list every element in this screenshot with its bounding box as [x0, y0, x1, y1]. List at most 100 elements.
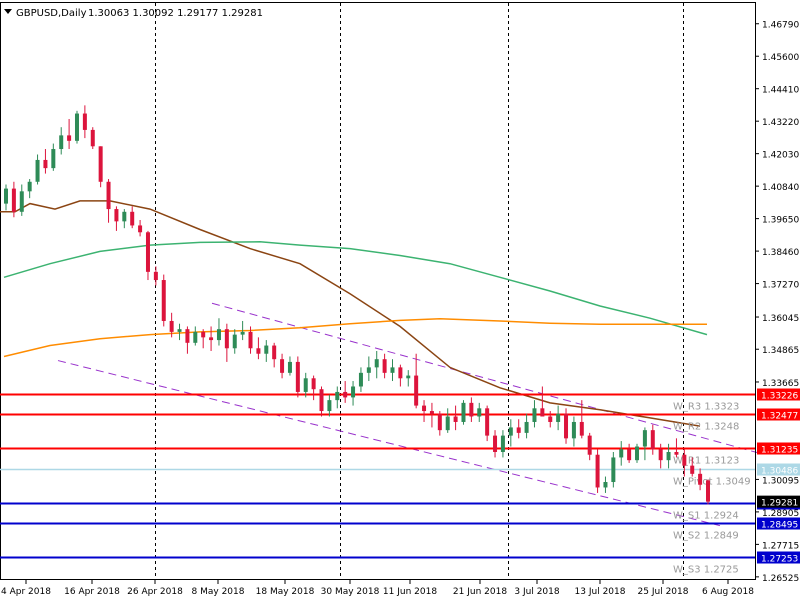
bull-candle — [351, 386, 356, 398]
level-price-badge-text: 1.28495 — [761, 521, 798, 531]
bull-candle — [611, 457, 616, 483]
bull-candle — [571, 421, 576, 439]
time-tick-label: 3 Jul 2018 — [514, 587, 559, 597]
pivot-levels: W_R3 1.3323 1.33226 W_R2 1.3248 1.32477 W_R1… — [0, 388, 800, 576]
bear-candle — [90, 129, 95, 147]
bear-candle — [627, 449, 632, 461]
level-price-badge-text: 1.31235 — [761, 446, 798, 456]
price-tick-label: 1.33665 — [762, 379, 799, 389]
price-tick-label: 1.39650 — [762, 216, 799, 226]
bear-candle — [595, 454, 600, 488]
bull-candle — [240, 331, 245, 335]
bull-candle — [524, 421, 529, 433]
bear-candle — [564, 413, 569, 439]
bull-candle — [287, 361, 292, 373]
period-separators — [0, 2, 756, 580]
bull-candle — [193, 331, 198, 343]
level-price-badge — [757, 408, 800, 421]
bull-candle — [374, 359, 379, 368]
level-label-w_s3: W_S3 1.2725 — [673, 565, 739, 576]
level-price-badge — [757, 442, 800, 455]
bear-candle — [398, 367, 403, 379]
level-label-w_r3: W_R3 1.3323 — [673, 402, 739, 413]
bear-candle — [579, 421, 584, 436]
level-price-badge-text: 1.27253 — [761, 555, 798, 565]
bull-candle — [406, 375, 411, 379]
level-price-badge — [757, 551, 800, 564]
level-price-badge-text: 1.33226 — [761, 392, 798, 402]
bull-candle — [666, 451, 671, 461]
moving-average-line — [0, 200, 701, 427]
bear-candle — [280, 359, 285, 373]
bull-candle — [232, 334, 237, 349]
bear-candle — [67, 135, 72, 141]
time-tick-label: 6 Aug 2018 — [702, 587, 754, 597]
bull-candle — [461, 402, 466, 422]
level-label-w_s2: W_S2 1.2849 — [673, 531, 739, 542]
bull-candle — [177, 329, 182, 332]
bear-candle — [185, 329, 190, 343]
bear-candle — [11, 188, 16, 212]
time-tick-label: 16 Apr 2018 — [64, 587, 120, 597]
bear-candle — [161, 280, 166, 321]
bull-candle — [635, 446, 640, 461]
price-tick-label: 1.38460 — [762, 248, 799, 258]
bear-candle — [138, 225, 143, 233]
bear-candle — [429, 411, 434, 414]
bear-candle — [650, 430, 655, 450]
bear-candle — [706, 480, 710, 502]
price-tick-label: 1.37270 — [762, 281, 799, 291]
bull-candle — [477, 408, 482, 417]
dropdown-triangle-icon[interactable] — [4, 9, 12, 14]
bear-candle — [682, 454, 687, 466]
time-tick-label: 18 May 2018 — [256, 587, 315, 597]
bull-candle — [74, 113, 79, 141]
time-tick-label: 30 May 2018 — [321, 587, 380, 597]
bear-candle — [169, 320, 174, 332]
bear-candle — [658, 449, 663, 461]
moving-average-line — [3, 241, 708, 336]
bull-candle — [59, 135, 64, 150]
bear-candle — [382, 359, 387, 373]
bear-candle — [453, 416, 458, 422]
bear-candle — [469, 402, 474, 417]
bear-candle — [414, 375, 419, 406]
current-price-badge-text: 1.29281 — [761, 499, 798, 509]
level-price-badge — [757, 463, 800, 476]
bull-candle — [642, 430, 647, 447]
bear-candle — [343, 391, 348, 398]
bull-candle — [500, 435, 505, 452]
bull-candle — [556, 413, 561, 422]
price-tick-label: 1.44410 — [762, 86, 799, 96]
bull-candle — [19, 191, 24, 212]
bear-candle — [319, 389, 324, 412]
price-axis: 1.46790 1.45600 1.44410 1.43220 1.42030 1.408… — [755, 3, 800, 584]
bull-candle — [216, 329, 221, 341]
bull-candle — [603, 482, 608, 488]
bear-candle — [587, 435, 592, 455]
bear-candle — [98, 146, 103, 182]
bear-candle — [422, 405, 427, 412]
bear-candle — [130, 211, 135, 226]
level-price-badge — [757, 388, 800, 401]
bull-candle — [303, 378, 308, 392]
bull-candle — [327, 400, 332, 412]
bear-candle — [106, 181, 111, 210]
bull-candle — [358, 372, 363, 387]
bull-candle — [532, 408, 537, 422]
price-tick-label: 1.36045 — [762, 314, 799, 324]
bull-candle — [35, 159, 40, 182]
time-tick-label: 26 Apr 2018 — [127, 587, 183, 597]
bull-candle — [366, 367, 371, 373]
time-tick-label: 25 Jul 2018 — [638, 587, 689, 597]
time-tick-label: 4 Apr 2018 — [1, 587, 51, 597]
price-tick-label: 1.45600 — [762, 53, 799, 63]
bear-candle — [485, 408, 490, 436]
bear-candle — [114, 209, 119, 222]
bull-candle — [27, 181, 32, 192]
level-label-w_s1: W_S1 1.2924 — [673, 511, 739, 522]
bear-candle — [256, 348, 261, 354]
time-tick-label: 13 Jul 2018 — [575, 587, 626, 597]
price-tick-label: 1.27715 — [762, 541, 799, 551]
